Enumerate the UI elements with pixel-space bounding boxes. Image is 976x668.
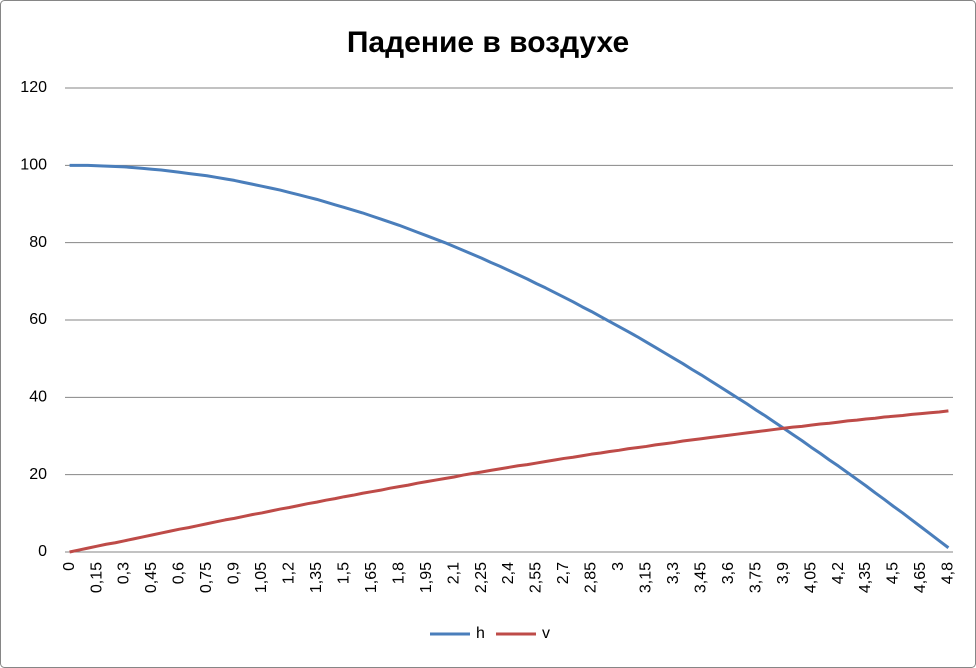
- x-tick-label: 3,9: [775, 562, 792, 584]
- x-tick-label: 1,35: [308, 562, 325, 593]
- line-series: [69, 163, 950, 549]
- y-tick-label: 0: [38, 543, 47, 560]
- legend-label: h: [476, 625, 485, 642]
- x-tick-label: 1,05: [253, 562, 270, 593]
- x-tick-label: 1,5: [335, 562, 352, 584]
- x-tick-label: 4,5: [885, 562, 902, 584]
- x-tick-label: 3,6: [720, 562, 737, 584]
- x-tick-label: 4,2: [830, 562, 847, 584]
- x-tick-label: 0,6: [171, 562, 188, 584]
- x-tick-label: 4,35: [857, 562, 874, 593]
- x-tick-label: 2,7: [555, 562, 572, 584]
- x-tick-label: 2,4: [500, 562, 517, 584]
- x-tick-label: 0,45: [143, 562, 160, 593]
- y-tick-label: 100: [20, 157, 47, 174]
- x-tick-label: 0,75: [198, 562, 215, 593]
- x-tick-label: 3,75: [747, 562, 764, 593]
- x-tick-label: 4,05: [802, 562, 819, 593]
- x-tick-label: 3: [610, 562, 627, 571]
- y-tick-label: 40: [29, 389, 47, 406]
- x-tick-label: 0,15: [88, 562, 105, 593]
- y-tick-label: 20: [29, 466, 47, 483]
- x-tick-label: 0,9: [226, 562, 243, 584]
- x-tick-label: 0,3: [116, 562, 133, 584]
- x-tick-label: 3,15: [638, 562, 655, 593]
- x-tick-label: 2,1: [445, 562, 462, 584]
- x-tick-label: 1,2: [281, 562, 298, 584]
- x-tick-label: 4,8: [940, 562, 957, 584]
- x-tick-label: 1,8: [390, 562, 407, 584]
- x-tick-label: 1,65: [363, 562, 380, 593]
- x-tick-label: 4,65: [912, 562, 929, 593]
- x-tick-label: 0: [61, 562, 78, 571]
- chart-title: Падение в воздухе: [347, 26, 629, 59]
- x-tick-label: 3,45: [692, 562, 709, 593]
- x-tick-label: 2,55: [528, 562, 545, 593]
- y-tick-label: 80: [29, 234, 47, 251]
- x-tick-label: 1,95: [418, 562, 435, 593]
- y-tick-label: 60: [29, 311, 47, 328]
- x-tick-label: 3,3: [665, 562, 682, 584]
- y-tick-label: 120: [20, 79, 47, 96]
- legend-label: v: [542, 625, 550, 642]
- line-series: [69, 409, 949, 554]
- x-tick-label: 2,85: [583, 562, 600, 593]
- x-tick-label: 2,25: [473, 562, 490, 593]
